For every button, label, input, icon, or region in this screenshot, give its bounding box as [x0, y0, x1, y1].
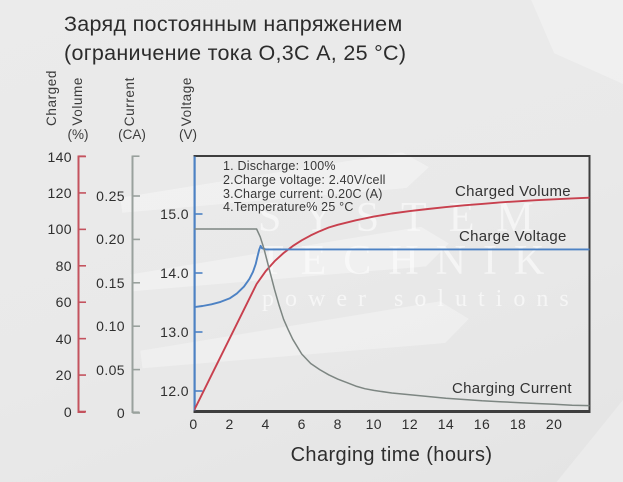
- current-tick-0.25: 0.25: [96, 188, 125, 204]
- x-tick-2: 2: [225, 416, 234, 432]
- charged-volume-curve-label: Charged Volume: [455, 183, 571, 200]
- chart-title-line2: (ограничение тока О,3С А, 25 °C): [64, 41, 407, 65]
- charging-current-curve: [194, 228, 590, 407]
- charge-voltage-curve: [194, 244, 590, 309]
- voltage-tick-15.0: 15.0: [160, 206, 189, 222]
- current-tick-0.05: 0.05: [96, 361, 125, 378]
- volume-tick-140: 140: [47, 148, 72, 165]
- x-tick-0: 0: [189, 416, 198, 432]
- current-tick-0: 0: [116, 405, 125, 421]
- charging-current-curve-label: Charging Current: [452, 380, 572, 397]
- voltage-tick-14.0: 14.0: [160, 265, 189, 281]
- voltage-tick-13.0: 13.0: [160, 324, 189, 340]
- current-tick-0.15: 0.15: [96, 274, 125, 291]
- annotation-current: 3.Charge current: 0.20C (A): [223, 186, 383, 201]
- volume-tick-60: 60: [55, 294, 72, 311]
- volume-axis-unit: (%): [67, 127, 89, 142]
- x-tick-12: 12: [401, 416, 419, 432]
- curves-layer: [194, 196, 590, 411]
- annotation-voltage: 2.Charge voltage: 2.40V/cell: [223, 172, 386, 187]
- axes-layer: [77, 155, 591, 414]
- volume-tick-100: 100: [47, 221, 72, 238]
- volume-tick-40: 40: [55, 330, 72, 347]
- x-tick-16: 16: [473, 416, 491, 432]
- chart-annotations: 1. Discharge: 100% 2.Charge voltage: 2.4…: [223, 159, 386, 215]
- x-axis-title: Charging time (hours): [290, 444, 493, 466]
- volume-tick-20: 20: [55, 367, 72, 384]
- voltage-tick-12.0: 12.0: [160, 383, 189, 399]
- annotation-temperature: 4.Temperature% 25 °C: [223, 200, 354, 215]
- voltage-axis-unit: (V): [179, 127, 197, 142]
- chart-title-line1: Заряд постоянным напряжением: [64, 12, 403, 36]
- volume-tick-80: 80: [55, 257, 72, 274]
- current-tick-0.10: 0.10: [96, 318, 125, 335]
- x-tick-14: 14: [437, 416, 455, 432]
- current-tick-0.20: 0.20: [96, 231, 125, 248]
- current-axis-unit: (CA): [118, 127, 146, 142]
- x-tick-20: 20: [545, 416, 563, 432]
- annotation-discharge: 1. Discharge: 100%: [223, 159, 336, 173]
- x-tick-6: 6: [297, 416, 306, 432]
- charge-voltage-curve-label: Charge Voltage: [459, 228, 567, 245]
- x-tick-4: 4: [261, 416, 270, 432]
- x-tick-8: 8: [333, 416, 342, 432]
- charged-volume-curve: [194, 196, 590, 411]
- x-tick-18: 18: [509, 416, 527, 432]
- chart-title: Заряд постоянным напряжением (ограничени…: [64, 10, 406, 68]
- volume-tick-0: 0: [63, 403, 72, 420]
- ticks-layer: [78, 155, 203, 414]
- volume-tick-120: 120: [47, 184, 72, 201]
- x-tick-10: 10: [365, 416, 382, 432]
